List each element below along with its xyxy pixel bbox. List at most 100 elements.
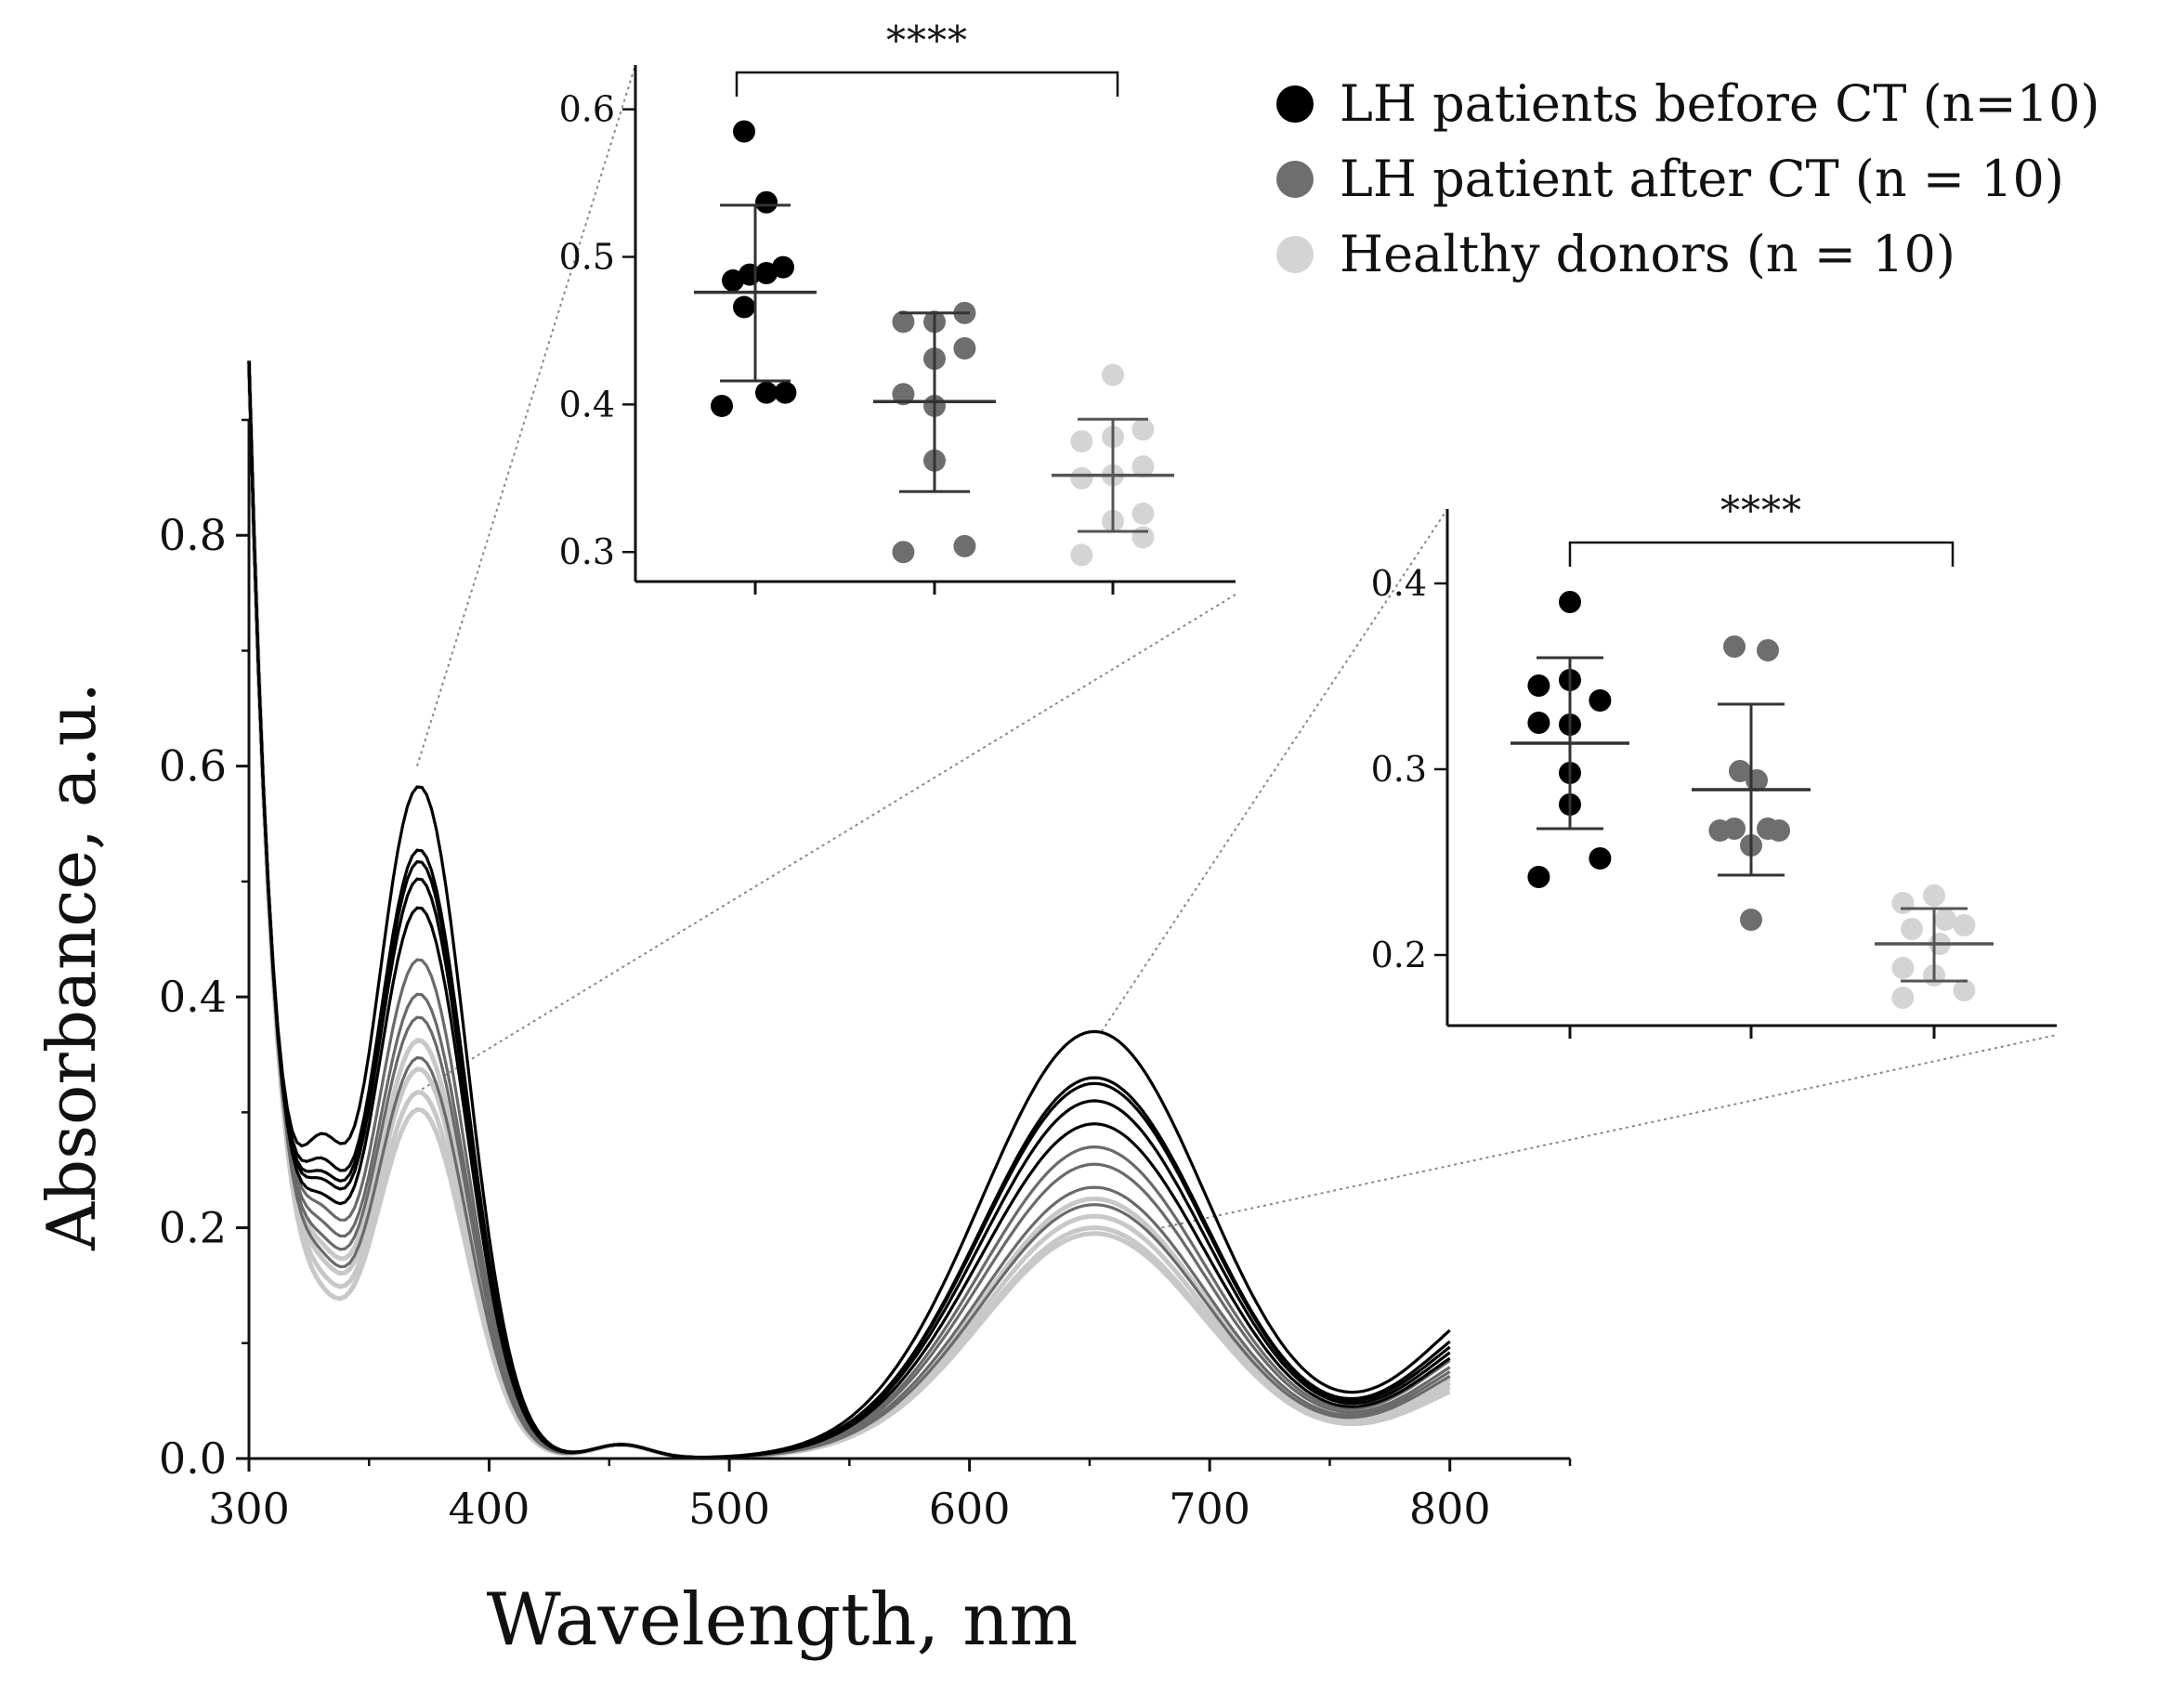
- zoom-line-650-top: [1101, 508, 1448, 1032]
- inset2-point: [1740, 909, 1762, 931]
- inset1-point: [1131, 502, 1155, 525]
- zoom-line-370-bottom: [421, 594, 1236, 1091]
- inset2-point: [1757, 639, 1779, 661]
- inset2-point: [1723, 818, 1746, 840]
- spectrum-line-after-8: [247, 360, 1451, 1459]
- legend-entry-healthy: Healthy donors (n = 10): [1276, 225, 1955, 283]
- main-y-tick-label-0.8: 0.8: [159, 510, 227, 560]
- inset-370nm-groups: [694, 120, 1174, 567]
- legend-label-healthy: Healthy donors (n = 10): [1340, 225, 1955, 283]
- legend-entry-after-ct: LH patient after CT (n = 10): [1276, 150, 2064, 208]
- inset1-point: [953, 534, 976, 557]
- inset2-point: [1953, 914, 1976, 936]
- inset-650nm-y-ticks: 0.2 0.3 0.4: [1371, 563, 1447, 975]
- legend-label-after-ct: LH patient after CT (n = 10): [1340, 150, 2064, 208]
- inset1-point: [1131, 455, 1155, 478]
- main-y-tick-label-0.6: 0.6: [159, 741, 227, 792]
- inset2-point: [1527, 674, 1550, 697]
- inset1-group-1: [694, 120, 817, 417]
- y-axis-title: Absorbance, a.u.: [33, 682, 111, 1251]
- inset2-point: [1527, 866, 1550, 888]
- inset1-point: [953, 337, 976, 360]
- main-y-ticks: 0.0 0.2 0.4 0.6 0.8: [159, 418, 249, 1484]
- inset2-group-3: [1875, 884, 1994, 1009]
- spectrum-line-before-13: [247, 360, 1451, 1459]
- zoom-line-650-bottom: [1161, 1034, 2058, 1229]
- main-x-tick-label-800: 800: [1409, 1484, 1491, 1534]
- main-x-tick-label-400: 400: [449, 1484, 530, 1534]
- inset2-y-tick-label-0.4: 0.4: [1371, 563, 1427, 604]
- inset2-point: [1891, 957, 1915, 979]
- legend-entry-before-ct: LH patients before CT (n=10): [1276, 74, 2100, 133]
- inset2-y-tick-label-0.3: 0.3: [1371, 749, 1427, 790]
- inset1-point: [892, 310, 915, 334]
- main-chart: 300 400 500 600 700 800 0.0 0.2 0.4 0.6 0.8 Wavel…: [33, 360, 1572, 1662]
- inset1-y-tick-label-0.5: 0.5: [559, 237, 615, 278]
- inset1-point: [1070, 466, 1093, 490]
- main-y-tick-label-0.4: 0.4: [159, 972, 227, 1022]
- inset1-point: [1070, 543, 1093, 567]
- inset1-y-tick-label-0.4: 0.4: [559, 384, 615, 425]
- inset2-point: [1923, 884, 1945, 907]
- spectrum-line-before-9: [247, 360, 1451, 1459]
- inset2-point: [1527, 712, 1550, 734]
- main-x-tick-label-300: 300: [208, 1484, 290, 1534]
- inset-650nm-significance-label: ****: [1720, 488, 1802, 533]
- inset-650nm: 0.2 0.3 0.4 ****: [1371, 488, 2057, 1039]
- legend-label-before-ct: LH patients before CT (n=10): [1340, 74, 2100, 133]
- inset2-point: [1559, 591, 1581, 613]
- zoom-lines: [416, 64, 2058, 1229]
- main-y-tick-label-0: 0.0: [159, 1433, 227, 1484]
- inset1-point: [1131, 418, 1155, 441]
- inset2-group-1: [1510, 591, 1629, 888]
- spectrum-line-healthy-4: [246, 361, 1451, 1460]
- inset1-point: [892, 541, 915, 564]
- main-x-ticks: 300 400 500 600 700 800: [208, 1459, 1572, 1534]
- main-x-tick-label-500: 500: [688, 1484, 770, 1534]
- inset1-point: [1070, 430, 1093, 453]
- spectrum-line-after-6: [247, 360, 1451, 1459]
- inset-650nm-significance: ****: [1568, 488, 1955, 567]
- inset-370nm-significance: ****: [735, 18, 1119, 97]
- inset1-point: [1131, 526, 1155, 549]
- inset2-point: [1589, 847, 1612, 870]
- inset2-point: [1953, 979, 1976, 1001]
- inset2-group-2: [1692, 635, 1811, 931]
- inset2-point: [1723, 635, 1746, 658]
- inset1-point: [755, 261, 778, 284]
- inset1-point: [774, 381, 797, 404]
- inset2-point: [1891, 987, 1915, 1009]
- spectrum-line-after-7: [247, 360, 1451, 1459]
- inset1-y-tick-label-0.6: 0.6: [559, 89, 615, 130]
- inset1-point: [711, 394, 733, 417]
- legend-marker-healthy: [1276, 236, 1314, 273]
- inset-650nm-groups: [1510, 591, 1994, 1009]
- inset2-point: [1589, 689, 1612, 712]
- main-x-tick-label-700: 700: [1169, 1484, 1250, 1534]
- inset1-point: [722, 268, 744, 292]
- legend: LH patients before CT (n=10) LH patient …: [1276, 74, 2100, 283]
- inset-370nm-x-ticks: [753, 582, 1115, 595]
- inset-370nm-significance-bracket: [735, 71, 1119, 97]
- main-x-tick-label-600: 600: [929, 1484, 1011, 1534]
- x-axis-title: Wavelength, nm: [487, 1578, 1079, 1662]
- main-y-tick-label-0.2: 0.2: [159, 1203, 227, 1253]
- legend-marker-before-ct: [1276, 85, 1314, 123]
- spectrum-line-before-12: [247, 360, 1451, 1459]
- legend-marker-after-ct: [1276, 161, 1314, 198]
- inset-370nm-y-ticks: 0.3 0.4 0.5 0.6: [559, 89, 635, 572]
- inset1-point: [755, 190, 778, 214]
- inset1-group-3: [1052, 363, 1174, 567]
- inset2-point: [1729, 760, 1751, 782]
- inset1-group-2: [873, 301, 996, 564]
- inset2-y-tick-label-0.2: 0.2: [1371, 935, 1427, 975]
- inset1-point: [892, 383, 915, 406]
- inset2-point: [1934, 909, 1956, 931]
- inset-650nm-x-ticks: [1568, 1026, 1936, 1039]
- spectra-curves: [246, 360, 1451, 1460]
- zoom-line-370-top: [416, 64, 636, 766]
- inset-370nm: 0.3 0.4 0.5 0.6 ****: [559, 18, 1236, 595]
- inset-650nm-significance-bracket: [1568, 541, 1955, 567]
